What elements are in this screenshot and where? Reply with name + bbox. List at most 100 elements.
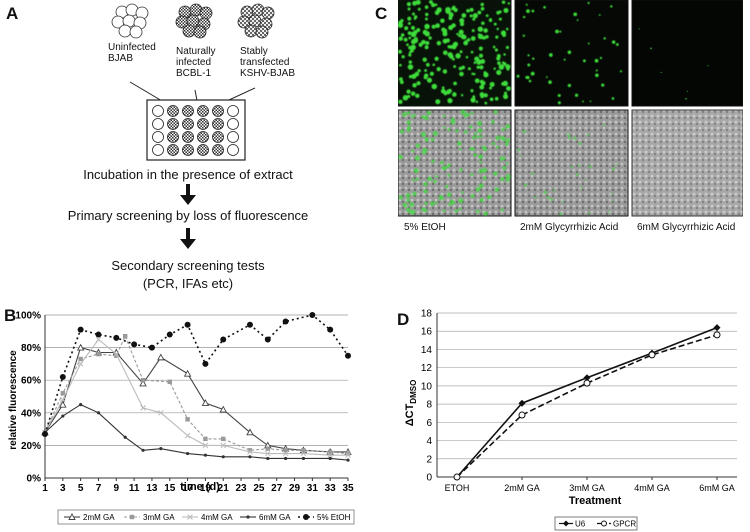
chart-b-xtick-label: 5	[78, 483, 84, 494]
chart-d-ylabel: ΔCTDMSO	[404, 380, 418, 427]
chart-b-point	[247, 449, 253, 455]
chart-d-ytick-label: 4	[426, 436, 432, 447]
chart-b-ytick-label: 80%	[21, 343, 41, 354]
chart-b-point	[328, 456, 332, 461]
chart-b-point	[166, 331, 173, 338]
chart-b-point	[131, 341, 138, 348]
chart-b-xtick-label: 13	[146, 483, 158, 494]
chart-b-point	[202, 360, 209, 367]
chart-b-point	[60, 391, 66, 396]
chart-b-point	[282, 318, 289, 325]
chart-d-point	[583, 379, 591, 387]
chart-b-point	[345, 451, 351, 456]
chart-b-point	[265, 446, 270, 451]
chart-b-series-line	[44, 346, 348, 453]
chart-d-legend-item: GPCR	[597, 520, 636, 529]
chart-b-xtick-label: 15	[164, 483, 176, 494]
chart-b-point	[77, 326, 84, 333]
chart-b-xtick-label: 29	[289, 483, 301, 494]
chart-b-ytick-label: 40%	[21, 408, 41, 419]
chart-b-legend-label: 6mM GA	[259, 513, 291, 522]
flow-step-incubation: Incubation in the presence of extract	[83, 167, 293, 182]
chart-b-point	[113, 334, 120, 341]
chart-d-ytick-label: 14	[421, 345, 433, 356]
chart-b-point	[148, 344, 155, 351]
chart-b-point	[203, 453, 208, 457]
micrograph-brightfield-6mm	[631, 109, 743, 217]
chart-b-point	[185, 417, 190, 422]
chart-b-point	[96, 351, 101, 357]
chart-b-point	[221, 455, 225, 459]
chart-b-point	[301, 448, 306, 453]
chart-b-point	[42, 430, 48, 437]
chart-b-legend-label: 4mM GA	[201, 513, 233, 522]
micrograph-fluorescence-2mm	[514, 0, 629, 107]
chart-b-point	[303, 514, 309, 520]
chart-b-point	[248, 455, 252, 459]
chart-b-point	[140, 378, 146, 383]
panel-b-letter: B	[4, 306, 17, 325]
chart-d-delta-ct: 0 2 4 6 8 10 12 14 16 18 ETOH 2mM GA 3mM GA 4mM GA 6mM…	[404, 309, 737, 531]
chart-b-point	[167, 379, 172, 385]
chart-b-point	[129, 514, 135, 520]
chart-d-xtick-label: 4mM GA	[634, 483, 670, 493]
micrograph-fluorescence-6mm	[631, 0, 743, 107]
chart-b-point	[246, 428, 254, 436]
chart-d-xlabel: Treatment	[569, 495, 622, 507]
chart-b-xtick-label: 9	[114, 483, 120, 494]
chart-b-point	[219, 405, 227, 413]
chart-b-point	[59, 396, 66, 403]
flow-step-secondary-screening-detail: (PCR, IFAs etc)	[142, 276, 234, 291]
chart-b-point	[283, 448, 288, 453]
chart-b-point	[96, 411, 101, 415]
chart-b-legend-item: 6mM GA	[240, 513, 291, 522]
chart-b-point	[78, 356, 83, 362]
micrograph-brightfield-etoh	[398, 109, 512, 217]
chart-d-point	[583, 374, 591, 382]
micrograph-label-etoh: 5% EtOH	[404, 222, 446, 233]
chart-b-point	[327, 449, 333, 455]
chart-b-xtick-label: 35	[342, 483, 354, 494]
chart-b-point	[185, 451, 190, 456]
cell-label-stably-transfected: Stably transfected KSHV-BJAB	[240, 46, 296, 79]
chart-d-point	[453, 473, 461, 481]
chart-d-legend-item: U6	[559, 520, 586, 529]
chart-b-point	[309, 312, 316, 318]
chart-b-legend-item: 3mM GA	[124, 513, 175, 522]
uninfected-cell-cluster	[111, 3, 149, 39]
chart-b-xtick-label: 31	[307, 483, 319, 494]
chart-b-point	[76, 343, 85, 351]
chart-b-point	[246, 515, 250, 519]
chart-b-series-line	[44, 334, 349, 455]
chart-b-ylabel: relative fluorescence	[8, 350, 19, 450]
chart-d-ytick-label: 18	[421, 309, 433, 320]
chart-b-point	[282, 450, 289, 457]
chart-b-point	[114, 353, 119, 358]
chart-b-point	[246, 321, 253, 328]
chart-b-point	[59, 400, 67, 408]
chart-d-series-u6	[453, 324, 721, 481]
chart-d-point	[713, 324, 721, 332]
chart-d-ytick-label: 16	[421, 327, 433, 338]
chart-b-xlabel: time (d)	[180, 481, 220, 493]
chart-b-ytick-label: 100%	[15, 311, 41, 322]
chart-b-series-line	[44, 403, 349, 461]
chart-b-point	[284, 456, 288, 461]
chart-d-point	[713, 331, 721, 339]
chart-b-point	[346, 458, 350, 462]
chart-b-ytick-label: 20%	[21, 441, 41, 452]
chart-b-point	[139, 379, 147, 387]
chart-d-xtick-label: 2mM GA	[504, 483, 540, 493]
flow-step-primary-screening: Primary screening by loss of fluorescenc…	[67, 208, 309, 223]
chart-b-xtick-label: 3	[60, 483, 66, 494]
chart-d-xtick-label: 3mM GA	[569, 483, 605, 493]
infected-cell-cluster	[175, 3, 213, 39]
chart-b-legend-item: 2mM GA	[64, 513, 115, 522]
chart-d-ytick-label: 10	[421, 381, 433, 392]
chart-b-point	[247, 448, 253, 453]
down-arrow-icon	[180, 228, 196, 249]
chart-b-xtick-label: 11	[129, 483, 140, 494]
chart-b-point	[157, 353, 165, 361]
chart-b-legend-item: 4mM GA	[182, 513, 233, 522]
cell-label-naturally-infected: Naturally infected BCBL-1	[176, 46, 216, 79]
